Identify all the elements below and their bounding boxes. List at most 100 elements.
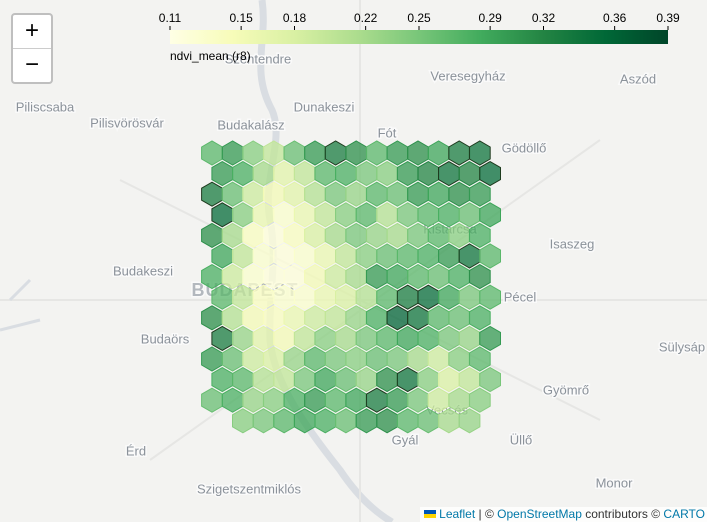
hex-cell [396, 161, 419, 187]
hex-cell [252, 367, 275, 393]
hex-cell [324, 387, 347, 413]
place-label: Üllő [510, 432, 532, 447]
hex-cell [314, 284, 337, 310]
hex-cell [407, 140, 429, 166]
hex-cell [386, 181, 409, 207]
hex-cell [232, 408, 254, 434]
hex-cell [262, 387, 285, 413]
place-label: Piliscsaba [16, 99, 75, 114]
place-label: Budakalász [217, 117, 284, 132]
hex-cell [232, 161, 254, 187]
hex-cell [479, 284, 501, 310]
place-label: Gyál [392, 432, 419, 447]
hex-cell [335, 408, 357, 434]
carto-link[interactable]: CARTO [663, 507, 705, 521]
hex-cell [293, 161, 316, 187]
hex-cell [314, 243, 337, 269]
hex-cell [468, 222, 491, 248]
hex-cell [345, 264, 368, 290]
hex-cell [396, 325, 419, 351]
hex-cell [427, 346, 450, 372]
hex-cell [458, 408, 481, 434]
hex-cell [407, 264, 429, 290]
hex-cell [314, 161, 337, 187]
legend-tick-label: 0.11 [159, 11, 182, 25]
hex-cell [438, 284, 460, 310]
hex-cell [417, 161, 440, 187]
hex-cell [417, 367, 440, 393]
hex-cell [376, 243, 398, 269]
hex-cell [335, 325, 357, 351]
hex-cell [376, 325, 398, 351]
hex-cell [468, 181, 491, 207]
zoom-in[interactable]: + [24, 17, 39, 44]
zoom-out[interactable]: − [13, 48, 51, 82]
legend-tick-label: 0.15 [229, 11, 253, 25]
hex-cell [479, 367, 501, 393]
place-label: Sülysáp [659, 339, 705, 354]
place-label: Veresegyház [430, 68, 505, 83]
hex-cell [376, 161, 398, 187]
hex-cell [262, 140, 285, 166]
hex-cell [273, 325, 295, 351]
hex-cell [365, 305, 388, 331]
legend-tick-label: 0.29 [478, 11, 502, 25]
hex-cell [448, 305, 471, 331]
hex-cell [396, 284, 419, 310]
hex-cell [304, 346, 326, 372]
place-label: Aszód [620, 71, 656, 86]
lake [0, 278, 41, 332]
attribution-text: | © [475, 507, 498, 521]
hex-cell [283, 346, 306, 372]
hex-cell [221, 346, 244, 372]
hex-cell [386, 305, 409, 331]
legend-tick-label: 0.39 [656, 11, 680, 25]
hex-cell [273, 161, 295, 187]
hex-cell [335, 202, 357, 228]
flag-icon [424, 510, 437, 518]
leaflet-link[interactable]: Leaflet [439, 507, 476, 521]
attribution-text: contributors © [581, 507, 664, 521]
hex-cell [448, 346, 471, 372]
hex-cell [221, 387, 244, 413]
hex-cell [438, 243, 460, 269]
hex-cell [407, 181, 429, 207]
place-label: Érd [126, 443, 146, 458]
place-label: Budaörs [141, 331, 190, 346]
hex-cell [242, 140, 265, 166]
hex-cell [221, 222, 244, 248]
hex-cell [324, 181, 347, 207]
hex-cell [427, 140, 450, 166]
hex-cell [345, 140, 368, 166]
hex-cell [365, 346, 388, 372]
hex-cell [242, 346, 265, 372]
place-label: Pécel [504, 289, 537, 304]
hex-cell [438, 325, 460, 351]
hex-cell [324, 222, 347, 248]
hex-cell [386, 264, 409, 290]
osm-link[interactable]: OpenStreetMap [497, 507, 582, 521]
legend: ndvi_mean (r8) 0.11 0.15 0.18 0.22 0.25 0.29 0… [159, 11, 680, 63]
place-label: Fót [378, 125, 397, 140]
hex-cell [273, 202, 295, 228]
hex-cell [345, 222, 368, 248]
hex-cell [201, 140, 223, 166]
hex-cell [468, 264, 491, 290]
hex-cell [448, 264, 471, 290]
hex-cell [386, 222, 409, 248]
hex-cell [386, 346, 409, 372]
hex-cell [365, 387, 388, 413]
hex-cell [304, 387, 326, 413]
place-label: Pilisvörösvár [90, 115, 164, 130]
hex-cell [283, 181, 306, 207]
place-label: Gödöllő [502, 140, 547, 155]
hex-cell [365, 181, 388, 207]
legend-tick-label: 0.36 [603, 11, 627, 25]
hex-cell [376, 367, 398, 393]
hex-cell [335, 367, 357, 393]
hex-cell [458, 284, 481, 310]
hex-cell [479, 325, 501, 351]
hex-cell [324, 140, 347, 166]
hex-cell [304, 264, 326, 290]
